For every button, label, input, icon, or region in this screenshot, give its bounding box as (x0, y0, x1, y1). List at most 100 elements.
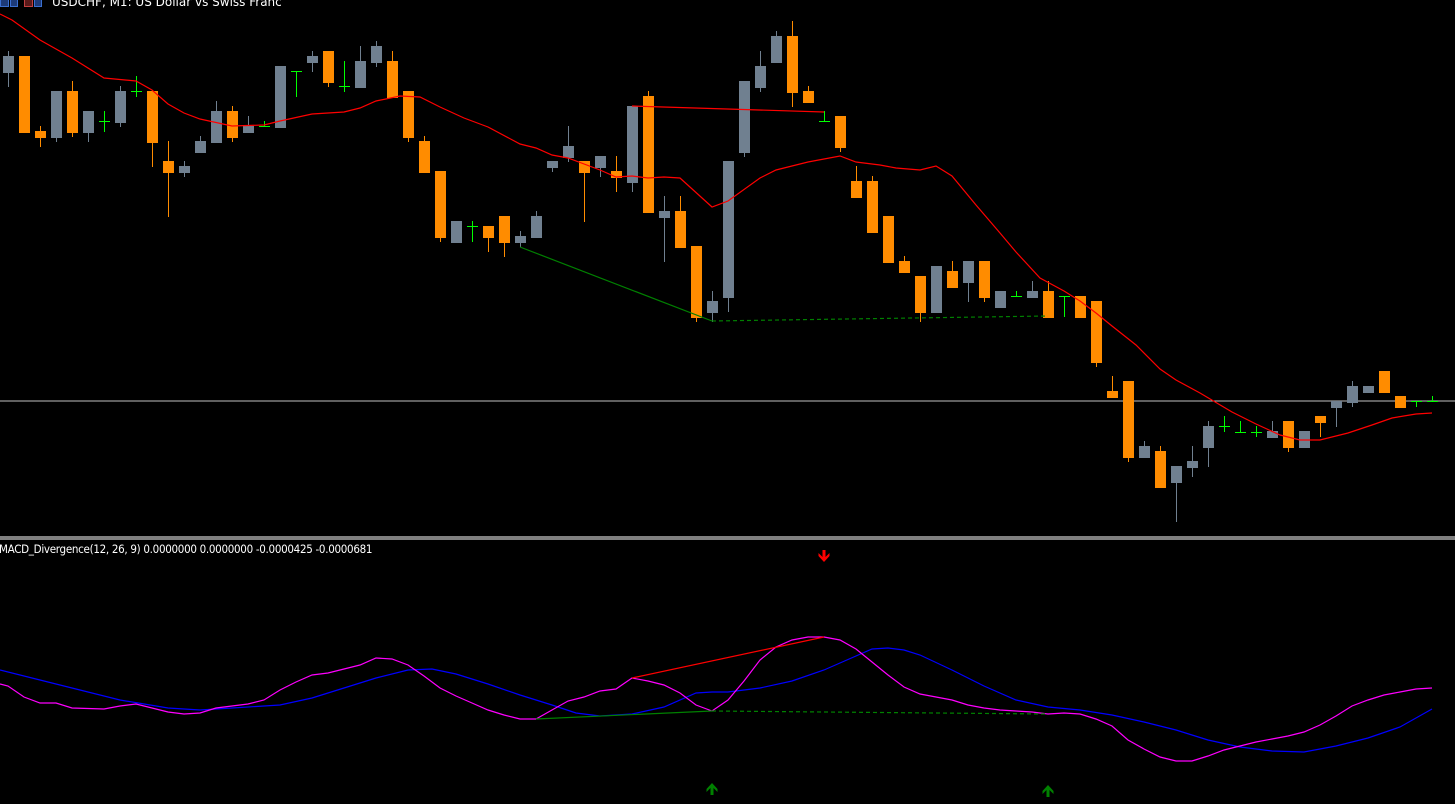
candle-body (1171, 466, 1182, 483)
candle-body (387, 61, 398, 98)
candle (947, 261, 958, 288)
candle-body (83, 111, 94, 133)
candle (467, 221, 478, 242)
candle (227, 106, 238, 142)
candle-body (1091, 301, 1102, 363)
candle-body (419, 141, 430, 173)
candle (339, 61, 350, 92)
candle-body (995, 291, 1006, 308)
candle-body (803, 91, 814, 103)
price-bullish-divergence-line (519, 246, 713, 322)
candle-body (499, 216, 510, 243)
candle-body (723, 161, 734, 298)
candle (179, 161, 190, 177)
candle-body (963, 261, 974, 283)
candle-body (1315, 416, 1326, 423)
chart-title-bar: USDCHF, M1: US Dollar vs Swiss Franc (0, 0, 282, 10)
candle (1347, 381, 1358, 407)
candle-body (115, 91, 126, 123)
candle-body (787, 36, 798, 93)
candle (1427, 396, 1438, 402)
arrow-up-icon (706, 783, 718, 795)
candle (1203, 421, 1214, 467)
candle (259, 121, 270, 127)
candle (1075, 296, 1086, 318)
candle (595, 156, 606, 177)
candle-body (35, 131, 46, 138)
candle-body (883, 216, 894, 263)
candle (451, 221, 462, 243)
macd-signal-line (0, 647, 1433, 753)
candle-body (19, 56, 30, 133)
candle (835, 116, 846, 152)
candle-body (1075, 296, 1086, 318)
candle-body (1283, 421, 1294, 448)
candle-body (51, 91, 62, 138)
candle (1283, 421, 1294, 452)
candle (963, 261, 974, 302)
macd-bullish-divergence-line (535, 710, 713, 720)
candle (643, 91, 654, 213)
candle-body (1027, 291, 1038, 298)
candle (1251, 426, 1262, 437)
candle (883, 216, 894, 263)
candle (1155, 446, 1166, 488)
candle (115, 86, 126, 127)
candle-body (483, 226, 494, 238)
candle (931, 266, 942, 313)
candle (51, 91, 62, 142)
candle (611, 156, 622, 192)
candle-body (1331, 401, 1342, 408)
candle (483, 226, 494, 252)
candle (1219, 416, 1230, 432)
window-tile-icon[interactable] (0, 0, 18, 7)
candle-body (371, 46, 382, 63)
candle (819, 111, 830, 122)
candle (323, 51, 334, 87)
moving-average-line (0, 13, 1433, 441)
candle-body (451, 221, 462, 243)
candle-body (867, 181, 878, 233)
candle-body (1123, 381, 1134, 458)
candle (195, 136, 206, 153)
candle-body (707, 301, 718, 313)
candle-body (691, 246, 702, 318)
candle (1107, 376, 1118, 398)
candle-body (899, 261, 910, 273)
candle (1091, 301, 1102, 367)
candle (755, 51, 766, 92)
candle-body (1347, 386, 1358, 403)
candle-body (227, 111, 238, 138)
candle-body (627, 106, 638, 183)
window-cascade-icon[interactable] (24, 0, 42, 7)
candle-body (563, 146, 574, 158)
candle (1011, 291, 1022, 297)
candle (99, 111, 110, 132)
price-bearish-divergence-line (631, 105, 825, 113)
candle-body (1187, 461, 1198, 468)
candle (3, 51, 14, 87)
candle (1043, 281, 1054, 318)
candle (1187, 446, 1198, 477)
candle (419, 136, 430, 173)
candle (35, 126, 46, 147)
candle-body (195, 141, 206, 153)
candle (163, 141, 174, 217)
candle (307, 51, 318, 72)
candle-body (915, 276, 926, 313)
candle (579, 161, 590, 222)
price-chart[interactable] (0, 0, 1455, 536)
candle (659, 196, 670, 262)
candle-body (1395, 396, 1406, 408)
candle (723, 161, 734, 312)
candle-body (355, 61, 366, 88)
candle (995, 291, 1006, 308)
candle (499, 216, 510, 257)
candle (803, 86, 814, 103)
candle-body (1107, 391, 1118, 398)
candle (547, 161, 558, 172)
candle (19, 56, 30, 133)
candle-body (947, 271, 958, 288)
macd-bearish-divergence-line (631, 636, 825, 679)
